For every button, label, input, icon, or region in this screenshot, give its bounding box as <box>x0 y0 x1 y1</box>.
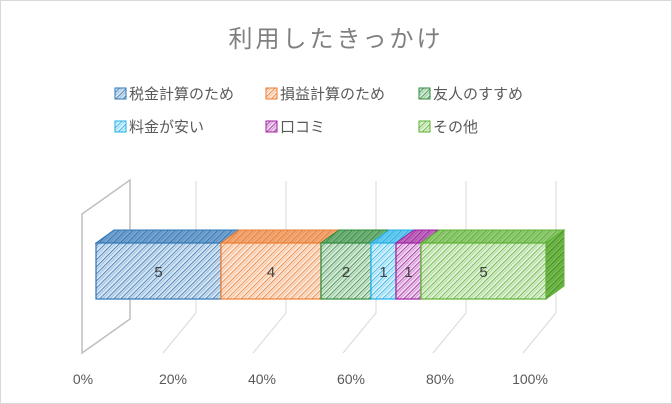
legend-swatch <box>114 120 127 133</box>
legend-label: その他 <box>433 118 478 136</box>
x-tick-label: 60% <box>337 371 365 387</box>
bar-segment-front <box>95 242 222 300</box>
legend-item: 友人のすすめ <box>418 85 523 103</box>
bar-segment-top <box>219 229 341 244</box>
bar-segment-top <box>94 229 241 244</box>
legend-swatch <box>265 120 278 133</box>
legend-item: その他 <box>418 118 478 136</box>
gridline <box>342 181 377 354</box>
legend-swatch <box>265 87 278 100</box>
legend-swatch <box>114 87 127 100</box>
x-tick-label: 40% <box>248 371 276 387</box>
x-tick-label: 20% <box>159 371 187 387</box>
legend-label: 友人のすすめ <box>433 85 523 103</box>
legend-item: 損益計算のため <box>265 85 385 103</box>
data-label: 1 <box>404 264 412 281</box>
data-label: 2 <box>342 264 350 281</box>
side-wall <box>81 178 131 355</box>
legend-label: 税金計算のため <box>129 85 234 103</box>
bar-segment-front <box>320 242 372 300</box>
legend-label: 口コミ <box>280 118 325 136</box>
gridline <box>432 181 467 354</box>
bar-stack <box>94 229 566 300</box>
bar-segment <box>319 229 391 300</box>
data-label: 4 <box>267 264 275 281</box>
gridline <box>522 181 557 354</box>
legend-swatch <box>418 87 431 100</box>
bar-segment <box>419 229 566 300</box>
x-tick-label: 80% <box>426 371 454 387</box>
data-label: 5 <box>154 264 162 281</box>
data-label: 1 <box>379 264 387 281</box>
gridlines <box>162 181 557 354</box>
chart-title: 利用したきっかけ <box>228 25 443 53</box>
legend-item: 税金計算のため <box>114 85 234 103</box>
x-tick-label: 100% <box>512 371 548 387</box>
bar-segment-front <box>420 242 547 300</box>
legend-swatch <box>418 120 431 133</box>
legend-item: 口コミ <box>265 118 325 136</box>
data-label: 5 <box>479 264 487 281</box>
x-axis-ticks: 0% 20% 40% 60% 80% 100% <box>73 371 548 387</box>
legend-label: 損益計算のため <box>280 85 385 103</box>
legend-item: 料金が安い <box>114 118 204 136</box>
gridline <box>162 181 197 354</box>
bar-segment <box>394 229 441 300</box>
x-tick-label: 0% <box>73 371 93 387</box>
bar-segment-front <box>395 242 422 300</box>
bar-segment-top <box>419 229 566 244</box>
gridline <box>252 181 287 354</box>
bar-segment <box>369 229 416 300</box>
bar-segment <box>94 229 241 300</box>
back-wall <box>81 178 131 355</box>
bar-end-side <box>545 229 565 300</box>
bar-segment-front <box>370 242 397 300</box>
legend-label: 料金が安い <box>129 118 204 136</box>
